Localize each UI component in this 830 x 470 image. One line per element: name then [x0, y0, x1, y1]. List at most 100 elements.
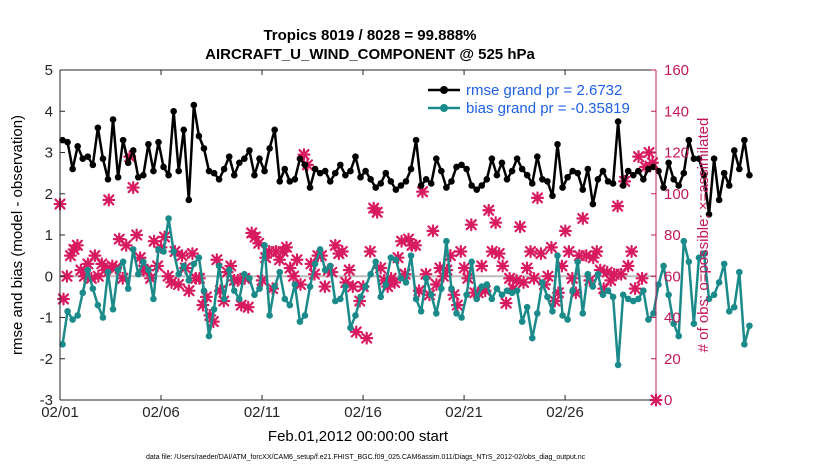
bias-series-point — [145, 266, 152, 274]
rmse-series-point — [114, 173, 122, 181]
bias-series-point — [342, 283, 349, 290]
rmse-series-point — [690, 155, 698, 162]
bias-series-point — [710, 291, 718, 299]
bias-series-point — [680, 237, 688, 245]
bias-series-point — [316, 246, 324, 253]
obs-count-marker — [77, 269, 91, 283]
y-tick-label-right: 120 — [664, 145, 689, 162]
obs-count-marker — [196, 298, 210, 312]
bias-series-point — [377, 293, 385, 301]
obs-count-marker — [84, 271, 98, 285]
bias-series-point — [347, 324, 354, 332]
obs-count-marker — [565, 271, 579, 285]
bias-series-point — [629, 297, 637, 305]
obs-count-marker — [475, 259, 489, 273]
rmse-series-point — [559, 184, 566, 191]
x-tick-label: 02/06 — [142, 404, 180, 421]
obs-count-marker — [116, 271, 130, 285]
obs-count-marker — [297, 148, 311, 162]
obs-count-marker — [485, 245, 499, 258]
bias-series-point — [251, 291, 258, 299]
rmse-series-point — [326, 178, 334, 185]
rmse-series-point — [518, 165, 526, 173]
obs-count-marker — [639, 160, 653, 174]
rmse-series-point — [710, 155, 718, 162]
bias-series-point — [690, 320, 698, 327]
rmse-series-point — [544, 178, 551, 185]
obs-count-marker — [349, 325, 363, 339]
rmse-series-point — [569, 167, 576, 175]
bias-series-point — [443, 237, 450, 245]
bias-series-point — [478, 283, 486, 290]
bias-series-point — [665, 291, 672, 299]
bias-series-point — [513, 287, 521, 294]
bias-series-point — [549, 308, 556, 315]
bias-series-point — [746, 322, 753, 330]
rmse-series-point — [629, 171, 637, 179]
obs-count-marker — [133, 251, 147, 265]
rmse-series-point — [134, 173, 142, 181]
rmse-series-point — [220, 165, 228, 173]
obs-count-marker — [290, 253, 304, 267]
obs-count-marker — [558, 224, 572, 238]
obs-count-marker — [210, 253, 224, 267]
rmse-series-point — [84, 153, 92, 160]
rmse-series-point — [458, 161, 465, 169]
obs-count-marker — [632, 150, 646, 164]
y-tick-label-right: 40 — [664, 310, 681, 327]
obs-count-marker — [482, 203, 496, 217]
obs-count-marker — [241, 300, 255, 314]
obs-count-marker — [165, 275, 179, 289]
bias-series-point — [210, 305, 218, 313]
bias-series-point — [463, 291, 470, 299]
x-tick-label: 02/21 — [445, 404, 483, 421]
obs-count-marker — [562, 245, 576, 258]
obs-count-marker — [402, 232, 416, 246]
rmse-series-point — [362, 167, 369, 175]
bias-series-point — [321, 266, 329, 274]
obs-count-marker — [604, 273, 618, 287]
obs-count-marker — [443, 249, 457, 263]
obs-count-marker — [398, 267, 412, 281]
obs-count-marker — [206, 315, 220, 329]
bias-series-point — [417, 308, 425, 315]
obs-count-marker — [520, 261, 534, 275]
rmse-series-point — [281, 165, 289, 173]
bias-series-point — [407, 252, 415, 259]
y-tick-label-right: 100 — [664, 186, 689, 203]
obs-count-marker — [74, 263, 88, 277]
bias-series-point — [635, 295, 642, 303]
rmse-series-point — [190, 101, 198, 109]
bias-series-point — [675, 332, 683, 340]
bias-series-point — [84, 266, 92, 274]
rmse-series-point — [402, 178, 410, 185]
rmse-series-point — [534, 153, 541, 160]
obs-count-marker — [370, 205, 384, 219]
obs-count-marker — [454, 245, 468, 258]
bias-series-point — [448, 285, 455, 292]
bias-series-point — [79, 289, 87, 297]
obs-count-marker — [192, 271, 206, 285]
obs-count-marker — [597, 282, 611, 296]
rmse-series-point — [352, 153, 359, 160]
rmse-series-point — [104, 176, 112, 183]
rmse-series-point — [377, 180, 385, 187]
rmse-series-point — [407, 165, 415, 173]
bias-series-point — [74, 312, 81, 319]
bias-series-point — [331, 297, 339, 305]
bias-series-point — [109, 305, 117, 313]
rmse-series-point — [645, 165, 652, 173]
bias-series-point — [604, 287, 612, 294]
rmse-series-point — [119, 136, 127, 144]
rmse-series-point — [584, 165, 592, 173]
bias-series-point — [473, 295, 480, 303]
bias-series-point — [493, 285, 501, 292]
obs-count-marker — [363, 245, 377, 258]
y-tick-label-left: 5 — [45, 62, 53, 79]
bias-series-point — [387, 254, 395, 261]
obs-count-marker — [339, 275, 353, 289]
bias-series-point — [134, 270, 142, 278]
bias-series-point — [554, 252, 561, 259]
rmse-series-point — [503, 176, 511, 183]
bias-series-point — [195, 254, 203, 261]
